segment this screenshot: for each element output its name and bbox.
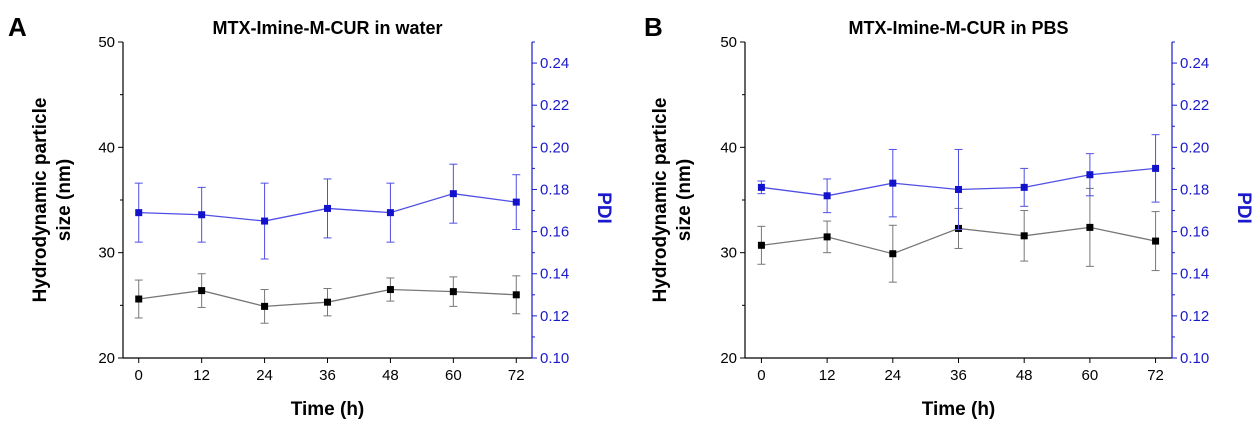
panel-letter: B (644, 12, 663, 42)
x-tick-label: 0 (135, 367, 143, 384)
x-tick-label: 36 (319, 367, 336, 384)
x-tick-label: 12 (819, 367, 836, 384)
x-axis-title: Time (h) (922, 399, 996, 420)
size-data-point (889, 250, 897, 258)
pdi-data-point (135, 209, 143, 217)
size-data-point (198, 287, 206, 295)
x-tick-label: 0 (757, 367, 765, 384)
y2-tick-label: 0.14 (540, 266, 569, 283)
y-axis-title: Hydrodynamic particle size (nm) (650, 98, 695, 303)
y2-tick-label: 0.10 (540, 350, 569, 367)
y2-tick-label: 0.24 (540, 55, 569, 72)
size-data-point (135, 295, 143, 303)
chart-panel-a: A MTX-Imine-M-CUR in water 0 12 24 36 48 60 72 20… (8, 12, 614, 420)
x-tick-label: 72 (508, 367, 525, 384)
y2-tick-label: 0.10 (1180, 350, 1209, 367)
panel-letter: A (8, 12, 27, 42)
x-tick-label: 24 (256, 367, 273, 384)
y-tick-label: 50 (720, 34, 737, 51)
y-tick-label: 40 (98, 139, 115, 156)
y2-tick-label: 0.20 (1180, 139, 1209, 156)
x-tick-label: 36 (950, 367, 967, 384)
y2-tick-label: 0.14 (1180, 266, 1209, 283)
size-data-point (512, 291, 520, 299)
x-tick-label: 48 (382, 367, 399, 384)
pdi-data-point (1020, 183, 1028, 191)
size-data-point (449, 288, 457, 296)
y2-tick-label: 0.16 (540, 224, 569, 241)
chart-panel-b: B MTX-Imine-M-CUR in PBS 0 12 24 36 48 60 72 20 30… (644, 12, 1254, 420)
pdi-data-point (1086, 171, 1094, 179)
y2-tick-label: 0.16 (1180, 224, 1209, 241)
y2-tick-label: 0.18 (540, 181, 569, 198)
x-tick-label: 24 (884, 367, 901, 384)
y-tick-label: 20 (98, 350, 115, 367)
x-axis-title: Time (h) (291, 399, 365, 420)
size-data-point (324, 298, 331, 306)
pdi-data-point (1152, 164, 1160, 172)
chart-title: MTX-Imine-M-CUR in PBS (849, 18, 1069, 38)
y2-tick-label: 0.22 (1180, 97, 1209, 114)
pdi-data-point (823, 192, 831, 200)
y-axis-title-line: size (nm) (674, 159, 695, 241)
y2-tick-label: 0.22 (540, 97, 569, 114)
y-tick-label: 40 (720, 139, 737, 156)
y2-tick-label: 0.12 (1180, 308, 1209, 325)
pdi-data-point (198, 211, 206, 219)
y2-tick-label: 0.12 (540, 308, 569, 325)
y2-tick-label: 0.24 (1180, 55, 1209, 72)
pdi-data-point (449, 190, 457, 198)
y2-tick-label: 0.20 (540, 139, 569, 156)
size-data-point (1086, 223, 1094, 231)
chart-title: MTX-Imine-M-CUR in water (212, 18, 442, 38)
pdi-data-point (386, 209, 394, 217)
pdi-data-point (955, 185, 962, 193)
y-tick-label: 20 (720, 350, 737, 367)
x-tick-label: 48 (1016, 367, 1033, 384)
size-data-point (823, 233, 831, 241)
y-tick-label: 30 (98, 245, 115, 262)
size-data-point (1020, 232, 1028, 240)
x-tick-label: 12 (193, 367, 210, 384)
pdi-data-point (261, 217, 269, 225)
pdi-data-point (757, 183, 765, 191)
y2-tick-label: 0.18 (1180, 181, 1209, 198)
y2-axis-title: PDI (1233, 192, 1254, 224)
size-data-point (386, 286, 394, 294)
y-axis-title-line: size (nm) (54, 159, 75, 241)
size-data-point (1152, 237, 1160, 245)
y2-axis-title: PDI (593, 192, 614, 224)
y-tick-label: 50 (98, 34, 115, 51)
y-axis-title-line: Hydrodynamic particle (650, 98, 671, 303)
size-data-point (261, 302, 269, 310)
y-axis-title: Hydrodynamic particle size (nm) (30, 98, 75, 303)
pdi-data-point (324, 204, 331, 212)
x-tick-label: 72 (1147, 367, 1164, 384)
pdi-data-point (889, 179, 897, 187)
y-tick-label: 30 (720, 245, 737, 262)
x-tick-label: 60 (1082, 367, 1099, 384)
size-data-point (757, 241, 765, 249)
x-tick-label: 60 (445, 367, 462, 384)
y-axis-title-line: Hydrodynamic particle (30, 98, 51, 303)
pdi-data-point (512, 198, 520, 206)
